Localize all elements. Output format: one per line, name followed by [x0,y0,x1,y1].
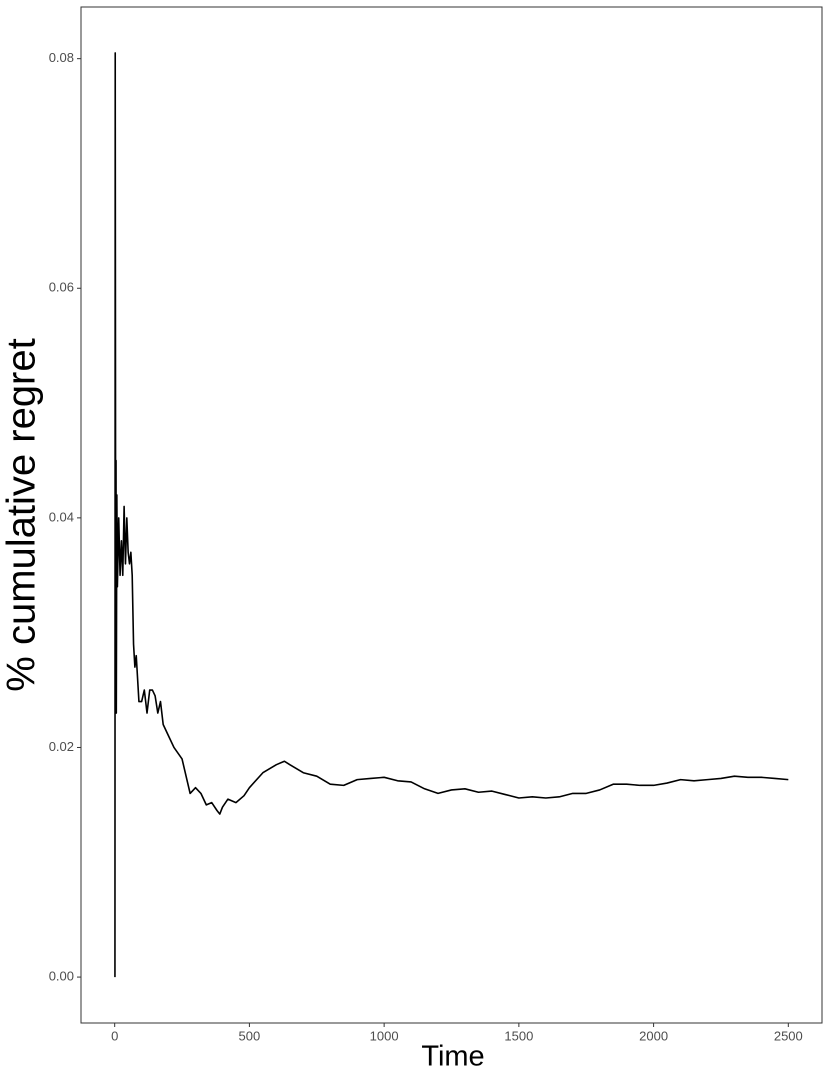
x-tick-label: 1000 [370,1028,399,1043]
y-axis-label: % cumulative regret [0,338,44,691]
y-tick-label: 0.00 [49,969,74,984]
y-tick-label: 0.02 [49,739,74,754]
x-tick-label: 2500 [774,1028,803,1043]
data-line [114,52,789,978]
y-tick-label: 0.06 [49,280,74,295]
x-axis-label: Time [421,1041,484,1073]
plot-panel [80,6,823,1024]
y-tick-label: 0.04 [49,509,74,524]
x-tick-label: 0 [111,1028,118,1043]
x-tick-label: 500 [239,1028,261,1043]
x-tick-label: 1500 [504,1028,533,1043]
x-tick-label: 2000 [639,1028,668,1043]
y-tick-label: 0.08 [49,50,74,65]
